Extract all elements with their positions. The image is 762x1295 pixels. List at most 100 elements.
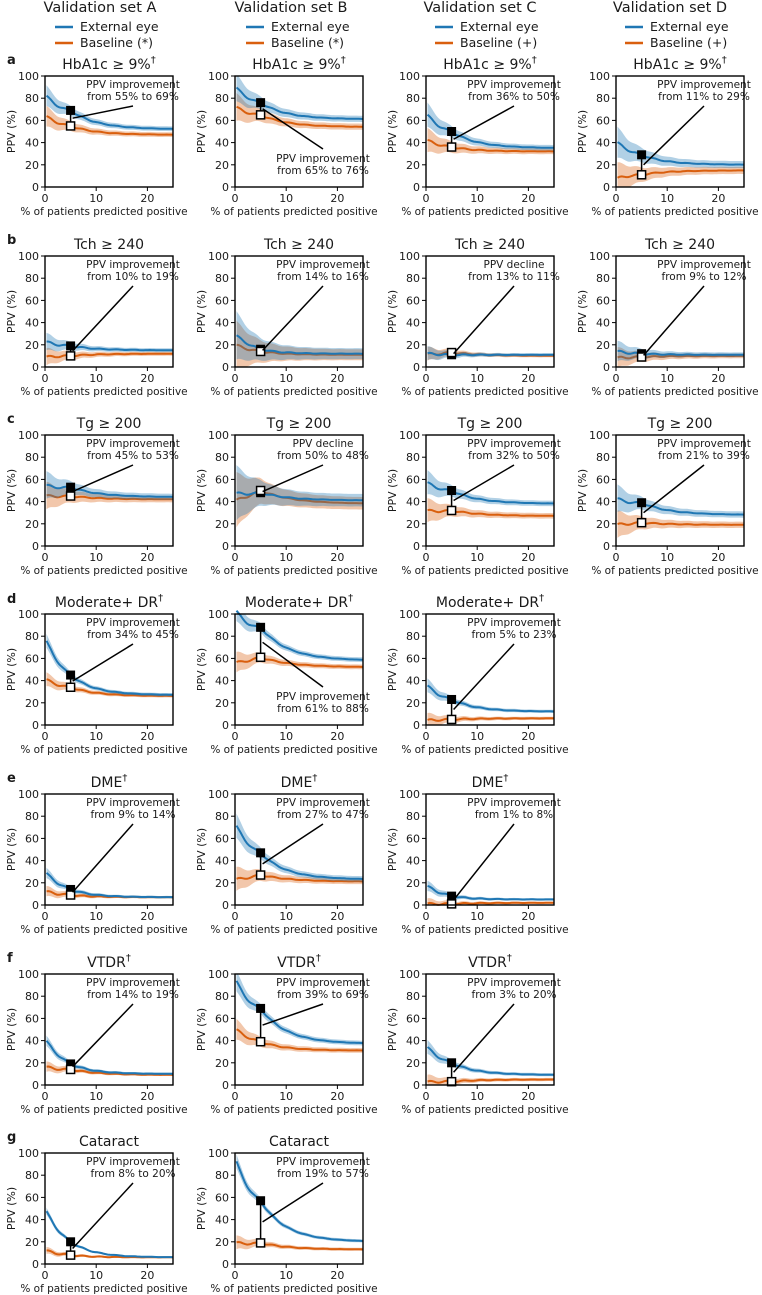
annotation-line-2: from 32% to 50% [468, 450, 560, 462]
model-series-ci-band [617, 484, 744, 518]
x-axis-label: % of patients predicted positive [20, 1283, 187, 1295]
y-tick-label: 60 [406, 832, 420, 845]
y-tick-label: 60 [406, 114, 420, 127]
y-tick-label: 0 [603, 361, 610, 374]
x-tick-label: 20 [330, 1269, 344, 1282]
annotation-line-2: from 8% to 20% [91, 1168, 176, 1180]
x-tick-label: 20 [521, 192, 535, 205]
y-tick-label: 40 [596, 317, 610, 330]
y-tick-label: 0 [32, 181, 39, 194]
y-tick-label: 0 [413, 540, 420, 553]
chart-title: VTDR† [87, 953, 131, 971]
x-tick-label: 20 [140, 1090, 154, 1103]
y-tick-label: 20 [215, 1057, 229, 1070]
x-tick-label: 20 [521, 372, 535, 385]
annotation-leader [72, 1003, 134, 1068]
annotation-line-1: PPV improvement [276, 153, 370, 165]
y-tick-label: 40 [215, 317, 229, 330]
annotation-leader [453, 823, 515, 901]
y-axis-label: PPV (%) [195, 828, 208, 871]
y-tick-label: 100 [399, 608, 420, 621]
model-series-ci-band [236, 76, 363, 123]
y-axis-label: PPV (%) [576, 290, 589, 333]
model-series-ci-band [617, 340, 744, 362]
x-axis-label: % of patients predicted positive [20, 565, 187, 577]
legend-baseline-label: Baseline (+) [460, 35, 537, 50]
column-title: Validation set B [235, 0, 348, 16]
y-tick-label: 100 [208, 788, 229, 801]
baseline-series-ci-band [236, 93, 363, 130]
axes-frame [234, 973, 364, 1086]
x-tick-label: 10 [279, 910, 293, 923]
y-tick-label: 40 [25, 675, 39, 688]
legend-baseline-label: Baseline (*) [271, 35, 344, 50]
baseline-marker [65, 682, 76, 693]
model-marker [637, 150, 647, 160]
dagger-superscript: † [507, 953, 512, 964]
y-tick-label: 100 [399, 70, 420, 83]
y-tick-label: 100 [208, 1147, 229, 1160]
annotation-line-2: from 55% to 69% [87, 91, 179, 103]
legend-model-label: External eye [650, 19, 729, 34]
y-tick-label: 80 [25, 810, 39, 823]
annotation-line-1: PPV improvement [467, 79, 561, 91]
model-marker [66, 341, 76, 351]
x-tick-label: 0 [42, 1269, 49, 1282]
y-tick-label: 40 [25, 1214, 39, 1227]
x-tick-label: 10 [470, 730, 484, 743]
y-tick-label: 20 [596, 159, 610, 172]
y-tick-label: 60 [25, 1191, 39, 1204]
axes-frame [615, 434, 745, 547]
y-tick-label: 80 [596, 92, 610, 105]
chart-title: HbA1c ≥ 9%† [633, 55, 726, 73]
legend-baseline-label: Baseline (*) [80, 35, 153, 50]
y-tick-label: 60 [25, 1012, 39, 1025]
chart-title: Tch ≥ 240 [73, 237, 144, 253]
y-axis-label: PPV (%) [195, 290, 208, 333]
y-axis-label: PPV (%) [5, 648, 18, 691]
x-tick-label: 0 [423, 372, 430, 385]
chart-title: VTDR† [277, 953, 321, 971]
x-tick-label: 20 [140, 192, 154, 205]
model-marker [66, 1237, 76, 1247]
legend-baseline-label: Baseline (+) [650, 35, 727, 50]
x-tick-label: 10 [89, 551, 103, 564]
x-tick-label: 10 [470, 192, 484, 205]
y-axis-label: PPV (%) [576, 469, 589, 512]
model-series-ci-band [427, 346, 554, 361]
column-title: Validation set C [423, 0, 536, 16]
y-tick-label: 100 [208, 608, 229, 621]
annotation-line-1: PPV improvement [86, 438, 180, 450]
x-tick-label: 0 [232, 1090, 239, 1103]
y-axis-label: PPV (%) [5, 290, 18, 333]
y-tick-label: 60 [596, 294, 610, 307]
y-axis-label: PPV (%) [195, 1187, 208, 1230]
baseline-series-ci-band [617, 162, 744, 187]
y-tick-label: 80 [215, 92, 229, 105]
model-marker [447, 1058, 457, 1068]
model-series-ci-band [427, 678, 554, 713]
y-tick-label: 20 [25, 877, 39, 890]
axes-frame [44, 973, 174, 1086]
model-marker [256, 622, 266, 632]
chart-title: Tg ≥ 200 [457, 416, 523, 432]
baseline-marker [255, 870, 266, 880]
axes-frame [44, 1152, 174, 1265]
axes-frame [425, 973, 555, 1086]
annotation-leader [453, 285, 515, 355]
axes-frame [44, 793, 174, 906]
x-tick-label: 10 [279, 1269, 293, 1282]
y-tick-label: 20 [25, 1236, 39, 1249]
y-tick-label: 60 [406, 1012, 420, 1025]
model-marker [256, 1196, 266, 1206]
y-tick-label: 40 [215, 855, 229, 868]
annotation-line-1: PPV improvement [276, 691, 370, 703]
baseline-marker [446, 347, 457, 358]
x-tick-label: 10 [470, 372, 484, 385]
annotation-line-1: PPV improvement [276, 977, 370, 989]
y-tick-label: 60 [25, 473, 39, 486]
y-tick-label: 20 [596, 339, 610, 352]
y-axis-label: PPV (%) [576, 110, 589, 153]
